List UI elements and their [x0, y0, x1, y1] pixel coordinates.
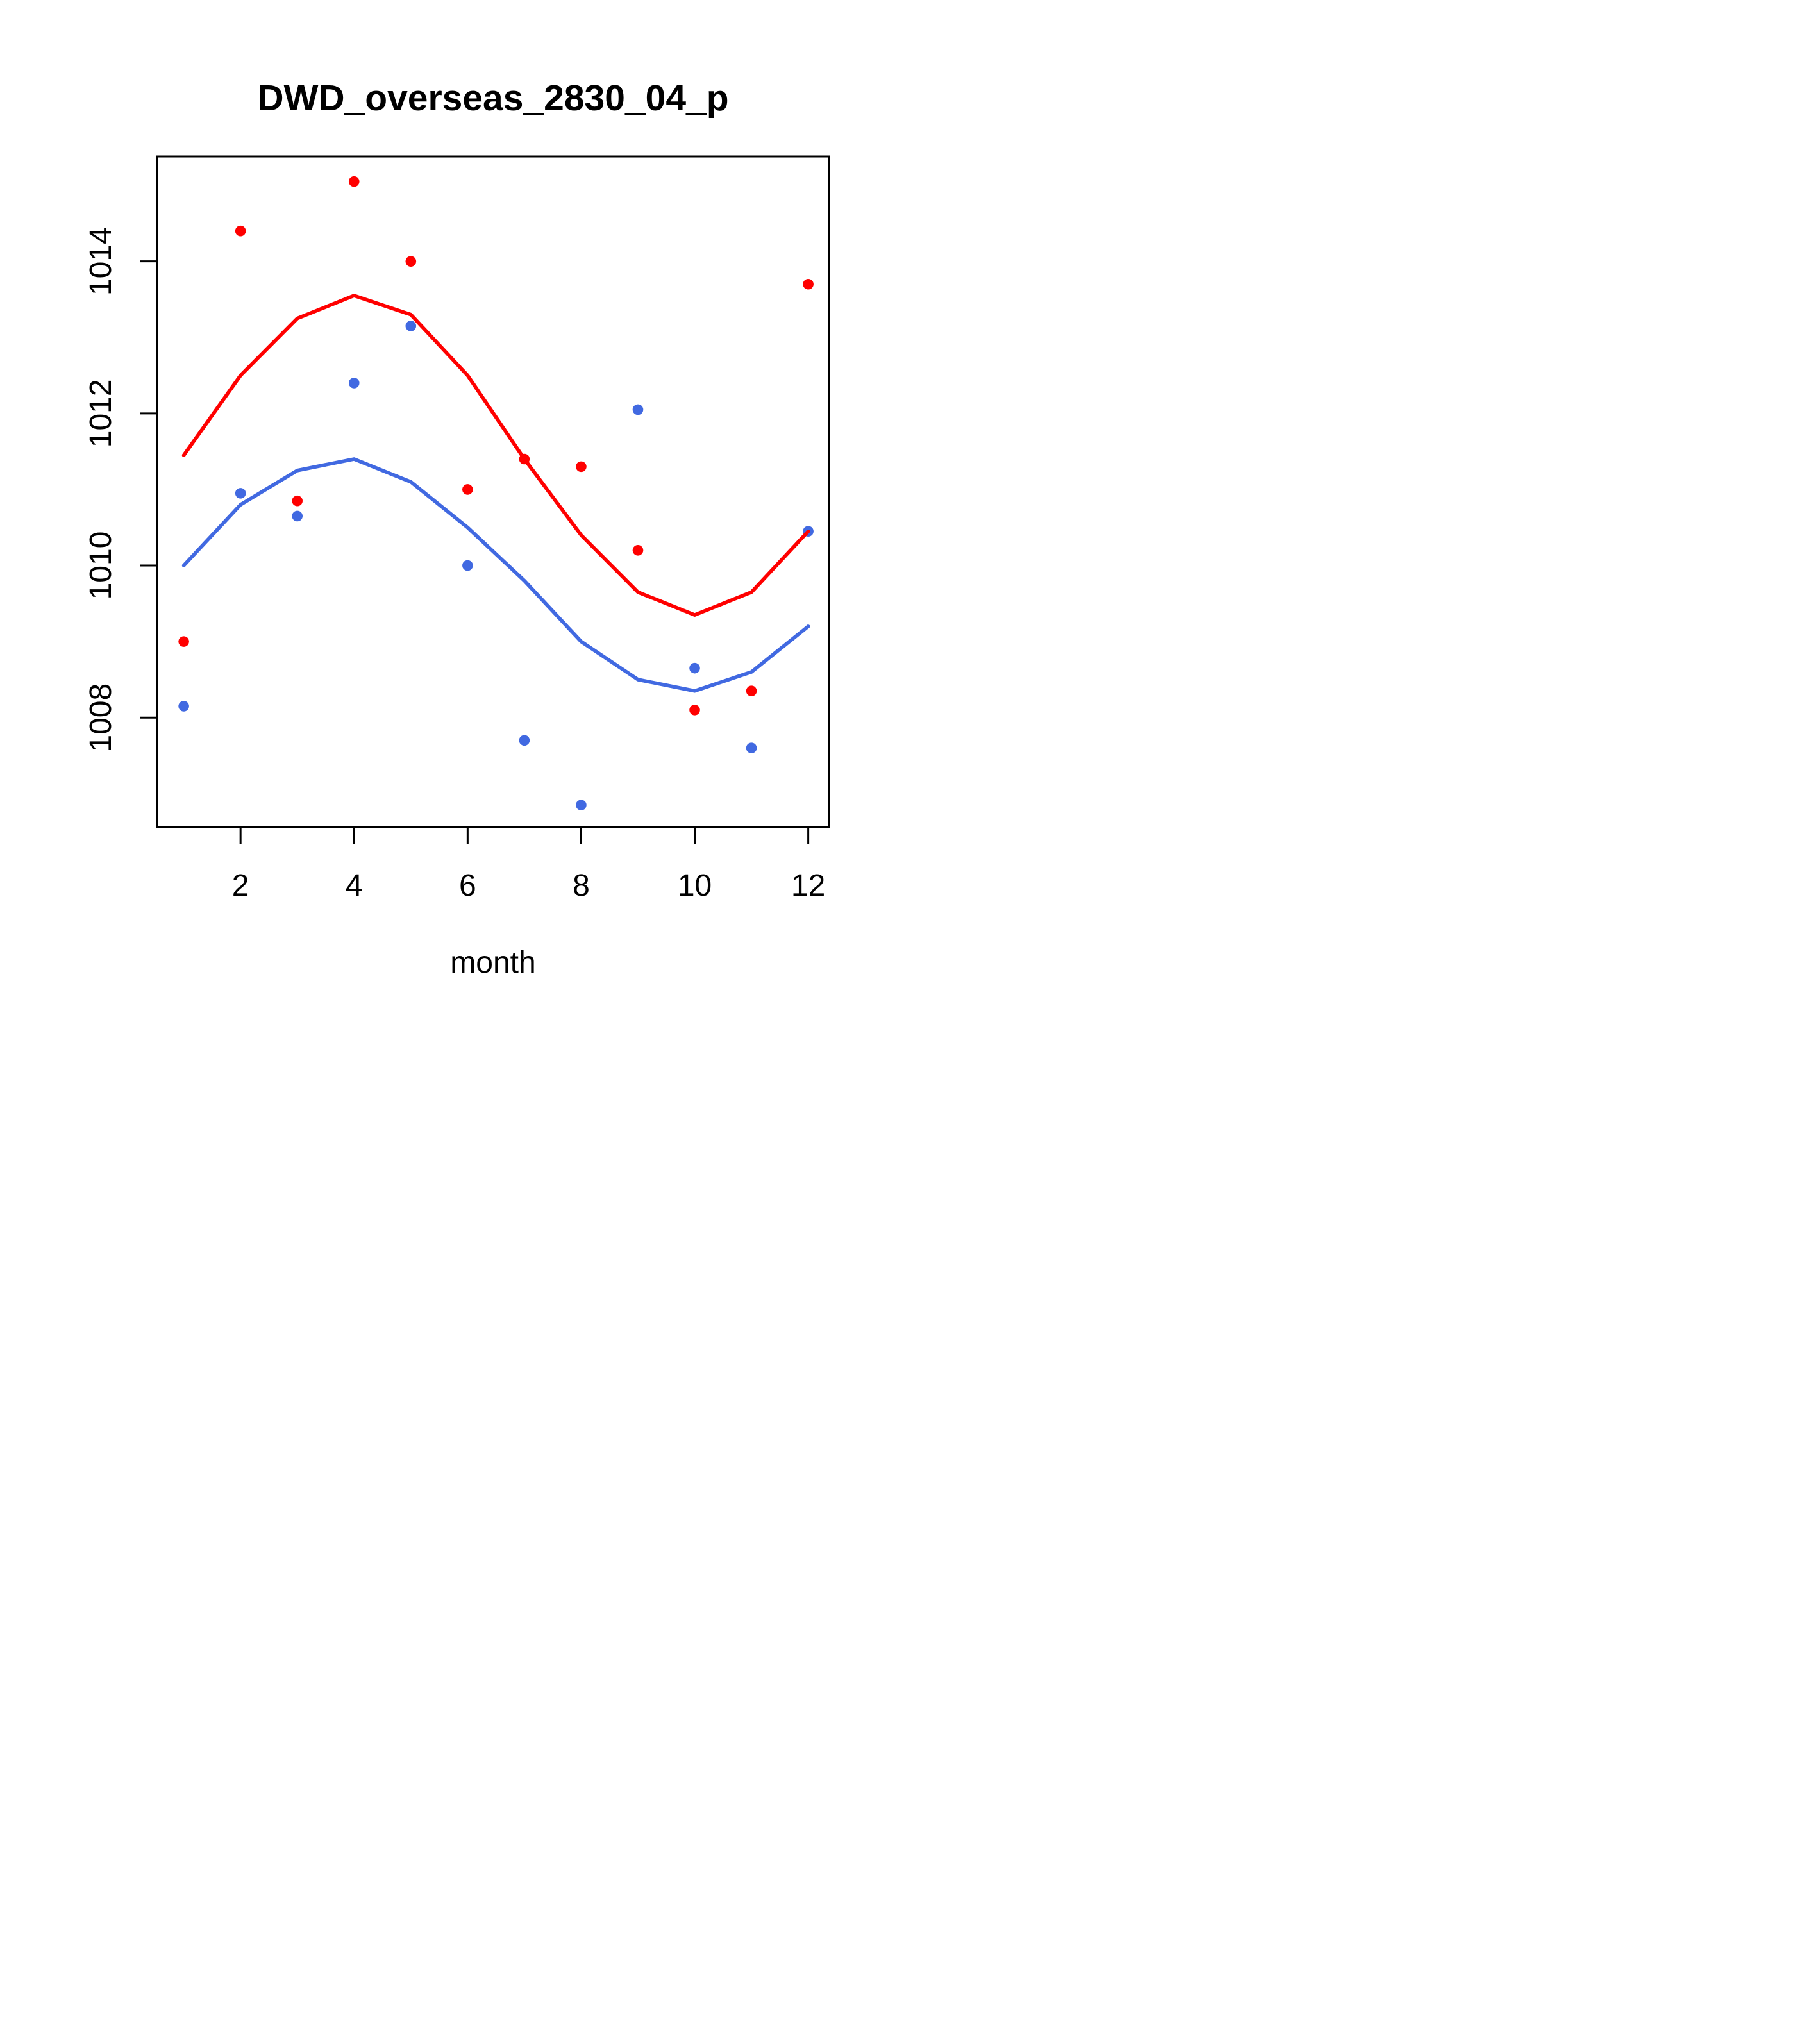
x-tick-label: 6	[459, 869, 476, 903]
x-tick-label: 2	[232, 869, 249, 903]
red-point	[348, 176, 360, 187]
red-point	[803, 278, 814, 290]
red-point	[576, 461, 587, 473]
blue-point	[348, 378, 360, 389]
blue-point	[235, 488, 246, 499]
red-point	[235, 225, 246, 237]
red-point	[632, 545, 644, 556]
blue-point	[746, 742, 757, 753]
blue-smooth-line	[181, 457, 810, 693]
y-tick-label: 1012	[84, 379, 118, 448]
x-tick-label: 4	[346, 869, 363, 903]
plot-frame	[156, 155, 830, 828]
plot-figure: DWD_overseas_2830_04_p 2 4 6 8 10 12 1008 1010 1…	[0, 0, 908, 1022]
blue-point	[462, 560, 473, 571]
plot-title: DWD_overseas_2830_04_p	[257, 78, 729, 119]
blue-point	[519, 735, 530, 746]
blue-point	[576, 800, 587, 810]
red-point	[292, 495, 303, 507]
blue-point	[689, 662, 700, 674]
blue-point	[632, 404, 644, 415]
red-point	[405, 256, 417, 267]
y-tick-label: 1014	[84, 227, 118, 296]
red-smooth-line	[181, 294, 810, 617]
red-point	[689, 705, 700, 716]
blue-point	[178, 701, 189, 712]
x-tick-label: 12	[791, 869, 825, 903]
y-tick-label: 1010	[84, 532, 118, 600]
blue-point	[405, 321, 417, 331]
blue-point	[292, 510, 303, 522]
red-point	[746, 685, 757, 697]
red-point	[462, 484, 473, 495]
x-axis-label: month	[450, 946, 536, 980]
x-tick-label: 10	[678, 869, 712, 903]
y-tick-label: 1008	[84, 683, 118, 752]
red-point	[178, 636, 189, 647]
x-tick-label: 8	[573, 869, 590, 903]
